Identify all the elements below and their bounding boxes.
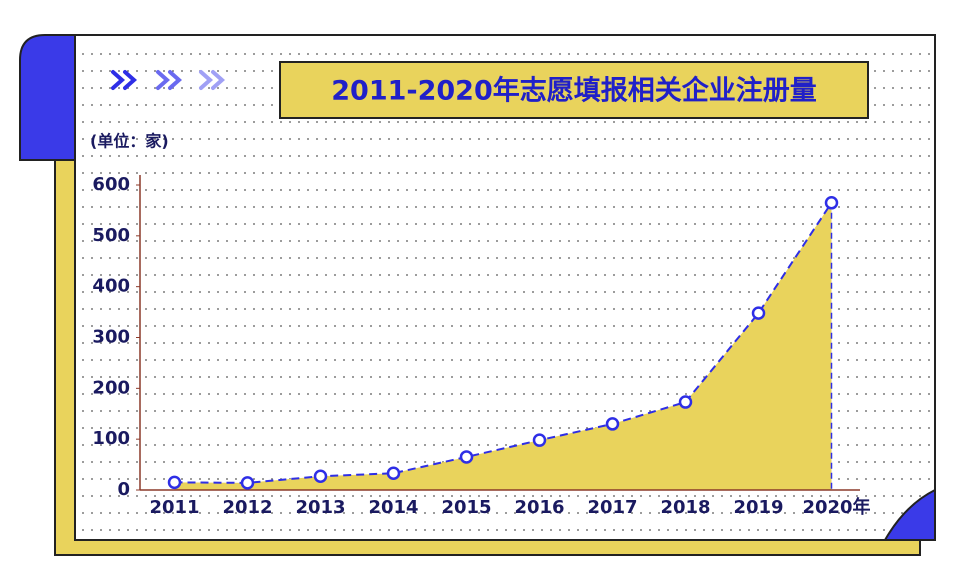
x-tick-label: 2017 — [587, 497, 637, 518]
y-tick-label: 400 — [92, 276, 130, 297]
x-tick-label: 2019 — [733, 497, 783, 518]
point — [605, 417, 620, 431]
y-tick-label: 200 — [92, 377, 130, 398]
point — [824, 196, 839, 210]
corner-deco — [19, 34, 76, 161]
y-tick-label: 500 — [92, 225, 130, 246]
x-tick-label: 2018 — [660, 497, 710, 518]
title-box — [279, 61, 869, 119]
y-tick-label: 300 — [92, 327, 130, 348]
x-tick-label: 2020年 — [802, 496, 870, 518]
x-tick-label: 2011 — [149, 497, 199, 518]
point — [532, 433, 547, 447]
area — [174, 202, 832, 490]
x-tick-label: 2012 — [222, 497, 272, 518]
unit-label: (单位：家) — [90, 132, 169, 151]
y-tick-label: 0 — [117, 479, 130, 500]
x-tick-label: 2015 — [441, 497, 491, 518]
y-tick-label: 600 — [92, 174, 130, 195]
point — [167, 475, 182, 490]
x-tick-label: 2014 — [368, 497, 418, 518]
chevrons — [111, 70, 226, 90]
point — [240, 476, 255, 490]
line — [174, 202, 833, 484]
x-tick-label: 2016 — [514, 497, 564, 518]
point — [678, 395, 693, 409]
point — [459, 450, 474, 464]
point — [386, 466, 401, 480]
x-tick-label: 2013 — [295, 497, 345, 518]
point — [313, 469, 328, 484]
point — [751, 306, 766, 320]
y-tick-label: 100 — [92, 428, 130, 449]
fold-deco — [883, 488, 936, 541]
chart-title: 2011-2020年志愿填报相关企业注册量 — [331, 75, 817, 107]
